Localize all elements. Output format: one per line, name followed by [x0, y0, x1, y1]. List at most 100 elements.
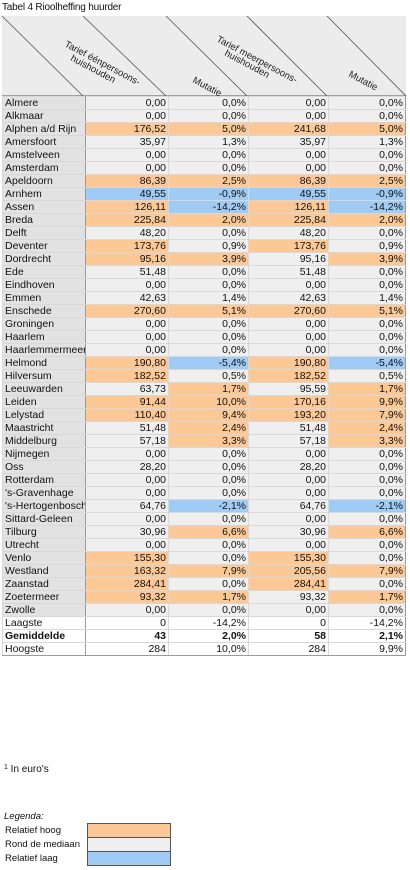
mutatie-meer-value: 1,4% [328, 291, 406, 305]
summary-mutatie-een: -14,2% [168, 616, 249, 630]
table-row: Alkmaar 0,00 0,0% 0,00 0,0% [2, 109, 406, 123]
mutatie-een-value: 5,1% [168, 304, 249, 318]
table-row: Dordrecht 95,16 3,9% 95,16 3,9% [2, 252, 406, 266]
table-row: Emmen 42,63 1,4% 42,63 1,4% [2, 291, 406, 305]
tarief-meer-value: 51,48 [248, 265, 329, 279]
tarief-meer-value: 28,20 [248, 460, 329, 474]
mutatie-een-value: 6,6% [168, 525, 249, 539]
table-row: Zoetermeer 93,32 1,7% 93,32 1,7% [2, 590, 406, 604]
municipality-name: Delft [2, 226, 86, 240]
municipality-name: Hilversum [2, 369, 86, 383]
tarief-meer-value: 42,63 [248, 291, 329, 305]
mutatie-een-value: 0,9% [168, 239, 249, 253]
municipality-name: Assen [2, 200, 86, 214]
summary-tarief-een: 284 [85, 642, 169, 656]
mutatie-meer-value: 0,0% [328, 538, 406, 552]
table-header: Tarief éénpersoons- huishouden Mutatie T… [2, 16, 406, 96]
tarief-meer-value: 270,60 [248, 304, 329, 318]
municipality-name: Venlo [2, 551, 86, 565]
mutatie-een-value: 0,0% [168, 330, 249, 344]
table-row: Rotterdam 0,00 0,0% 0,00 0,0% [2, 473, 406, 487]
table-row: Alphen a/d Rijn 176,52 5,0% 241,68 5,0% [2, 122, 406, 136]
table-row: Amersfoort 35,97 1,3% 35,97 1,3% [2, 135, 406, 149]
mutatie-een-value: -14,2% [168, 200, 249, 214]
summary-tarief-meer: 58 [248, 629, 329, 643]
mutatie-meer-value: 0,0% [328, 447, 406, 461]
summary-mutatie-meer: -14,2% [328, 616, 406, 630]
municipality-name: Arnhem [2, 187, 86, 201]
table-row: 's-Gravenhage 0,00 0,0% 0,00 0,0% [2, 486, 406, 500]
tarief-meer-value: 0,00 [248, 343, 329, 357]
tarief-een-value: 93,32 [85, 590, 169, 604]
municipality-name: Amersfoort [2, 135, 86, 149]
tarief-een-value: 126,11 [85, 200, 169, 214]
mutatie-meer-value: 7,9% [328, 408, 406, 422]
mutatie-een-value: 1,3% [168, 135, 249, 149]
table-body: Almere 0,00 0,0% 0,00 0,0% Alkmaar 0,00 0,0% 0,0… [2, 96, 406, 656]
municipality-name: Helmond [2, 356, 86, 370]
tarief-een-value: 0,00 [85, 473, 169, 487]
mutatie-een-value: 0,0% [168, 538, 249, 552]
tarief-een-value: 0,00 [85, 447, 169, 461]
mutatie-een-value: 1,7% [168, 382, 249, 396]
table-title: Tabel 4 Rioolheffing huurder [2, 2, 122, 13]
tarief-meer-value: 0,00 [248, 538, 329, 552]
footnote-text: In euro's [7, 764, 49, 775]
tarief-een-value: 0,00 [85, 603, 169, 617]
tarief-een-value: 110,40 [85, 408, 169, 422]
mutatie-meer-value: 0,0% [328, 460, 406, 474]
tarief-een-value: 173,76 [85, 239, 169, 253]
table-row: Enschede 270,60 5,1% 270,60 5,1% [2, 304, 406, 318]
tarief-een-value: 51,48 [85, 265, 169, 279]
municipality-name: Haarlemmermeer [2, 343, 86, 357]
table-row: Haarlemmermeer 0,00 0,0% 0,00 0,0% [2, 343, 406, 357]
mutatie-een-value: 0,0% [168, 512, 249, 526]
table-row: Hilversum 182,52 0,5% 182,52 0,5% [2, 369, 406, 383]
mutatie-meer-value: 0,0% [328, 278, 406, 292]
tarief-meer-value: 284,41 [248, 577, 329, 591]
mutatie-een-value: 1,7% [168, 590, 249, 604]
summary-mutatie-een: 2,0% [168, 629, 249, 643]
mutatie-een-value: 10,0% [168, 395, 249, 409]
mutatie-meer-value: 2,5% [328, 174, 406, 188]
municipality-name: Rotterdam [2, 473, 86, 487]
municipality-name: Almere [2, 96, 86, 110]
tarief-meer-value: 0,00 [248, 447, 329, 461]
tarief-een-value: 64,76 [85, 499, 169, 513]
mutatie-een-value: 0,0% [168, 447, 249, 461]
mutatie-een-value: 0,5% [168, 369, 249, 383]
municipality-name: Groningen [2, 317, 86, 331]
tarief-meer-value: 64,76 [248, 499, 329, 513]
mutatie-een-value: 0,0% [168, 473, 249, 487]
municipality-name: Emmen [2, 291, 86, 305]
legend-title: Legenda: [4, 811, 44, 822]
summary-mutatie-meer: 2,1% [328, 629, 406, 643]
legend-label: Relatief laag [5, 853, 58, 864]
tarief-meer-value: 241,68 [248, 122, 329, 136]
municipality-name: 's-Gravenhage [2, 486, 86, 500]
mutatie-meer-value: 0,0% [328, 109, 406, 123]
mutatie-meer-value: 0,0% [328, 96, 406, 110]
tarief-een-value: 48,20 [85, 226, 169, 240]
table-row: Tilburg 30,96 6,6% 30,96 6,6% [2, 525, 406, 539]
mutatie-een-value: 0,0% [168, 226, 249, 240]
mutatie-meer-value: 0,0% [328, 473, 406, 487]
municipality-name: Oss [2, 460, 86, 474]
table-row: Sittard-Geleen 0,00 0,0% 0,00 0,0% [2, 512, 406, 526]
mutatie-een-value: 1,4% [168, 291, 249, 305]
mutatie-meer-value: 0,0% [328, 226, 406, 240]
tarief-een-value: 0,00 [85, 330, 169, 344]
mutatie-meer-value: 0,9% [328, 239, 406, 253]
mutatie-een-value: 0,0% [168, 96, 249, 110]
mutatie-een-value: 3,9% [168, 252, 249, 266]
summary-row: Gemiddelde 43 2,0% 58 2,1% [2, 629, 406, 643]
table-row: Eindhoven 0,00 0,0% 0,00 0,0% [2, 278, 406, 292]
tarief-meer-value: 170,16 [248, 395, 329, 409]
mutatie-meer-value: -0,9% [328, 187, 406, 201]
mutatie-een-value: 7,9% [168, 564, 249, 578]
mutatie-een-value: 0,0% [168, 148, 249, 162]
mutatie-een-value: -5,4% [168, 356, 249, 370]
municipality-name: 's-Hertogenbosch [2, 499, 86, 513]
tarief-meer-value: 95,16 [248, 252, 329, 266]
table-row: Haarlem 0,00 0,0% 0,00 0,0% [2, 330, 406, 344]
